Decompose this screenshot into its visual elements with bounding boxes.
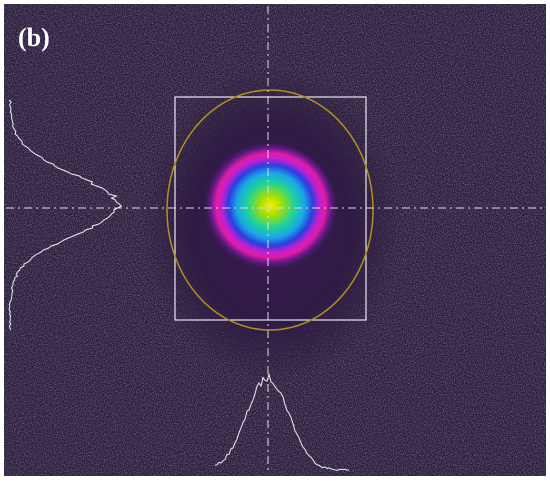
fit-ellipse xyxy=(166,89,374,331)
horizontal-profile xyxy=(214,372,350,471)
panel-label: (b) xyxy=(18,23,50,52)
vertical-profile xyxy=(8,99,123,331)
